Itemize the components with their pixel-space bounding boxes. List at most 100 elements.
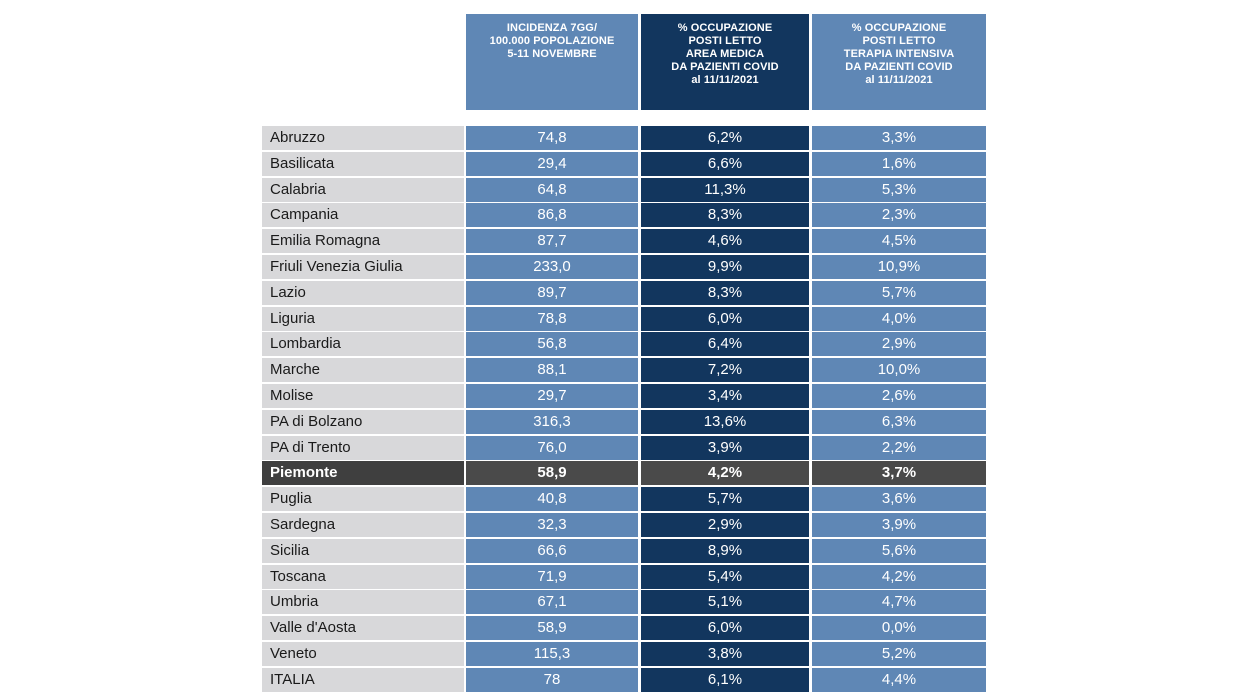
medical-occupancy-cell: 7,2% — [641, 358, 809, 383]
incidence-cell: 86,8 — [466, 203, 638, 228]
table-row: Veneto 115,3 3,8% 5,2% — [262, 641, 988, 668]
table-row: Umbria 67,1 5,1% 4,7% — [262, 590, 988, 616]
region-cell: Sardegna — [262, 512, 464, 537]
region-cell: Calabria — [262, 177, 464, 202]
medical-occupancy-cell: 6,0% — [641, 616, 809, 641]
icu-occupancy-cell: 5,2% — [812, 641, 986, 666]
table-row: Friuli Venezia Giulia 233,0 9,9% 10,9% — [262, 254, 988, 281]
medical-occupancy-cell: 11,3% — [641, 177, 809, 202]
region-cell: Emilia Romagna — [262, 229, 464, 254]
covid-table: INCIDENZA 7GG/ 100.000 POPOLAZIONE 5-11 … — [262, 14, 988, 694]
incidence-cell: 78 — [466, 667, 638, 692]
table-row: PA di Bolzano 316,3 13,6% 6,3% — [262, 409, 988, 436]
medical-occupancy-cell: 3,9% — [641, 435, 809, 460]
region-cell: Toscana — [262, 564, 464, 589]
incidence-cell: 89,7 — [466, 280, 638, 305]
icu-occupancy-cell: 5,3% — [812, 177, 986, 202]
incidence-cell: 29,7 — [466, 383, 638, 408]
table-row: Liguria 78,8 6,0% 4,0% — [262, 306, 988, 333]
icu-occupancy-cell: 2,6% — [812, 383, 986, 408]
table-row: Marche 88,1 7,2% 10,0% — [262, 358, 988, 384]
medical-occupancy-cell: 8,9% — [641, 538, 809, 563]
table-row: Basilicata 29,4 6,6% 1,6% — [262, 151, 988, 178]
region-cell: Puglia — [262, 487, 464, 512]
medical-occupancy-cell: 3,8% — [641, 641, 809, 666]
header-icu-occupancy: % OCCUPAZIONE POSTI LETTO TERAPIA INTENS… — [812, 14, 986, 110]
table-row: Valle d'Aosta 58,9 6,0% 0,0% — [262, 616, 988, 642]
icu-occupancy-cell: 6,3% — [812, 409, 986, 434]
table-body: Abruzzo 74,8 6,2% 3,3% Basilicata 29,4 6,6% 1,6… — [262, 126, 988, 694]
incidence-cell: 58,9 — [466, 616, 638, 641]
icu-occupancy-cell: 2,9% — [812, 332, 986, 357]
table-row: Lombardia 56,8 6,4% 2,9% — [262, 332, 988, 358]
region-cell: Lazio — [262, 280, 464, 305]
table-row: Campania 86,8 8,3% 2,3% — [262, 203, 988, 229]
icu-occupancy-cell: 5,6% — [812, 538, 986, 563]
region-cell: PA di Trento — [262, 435, 464, 460]
incidence-cell: 58,9 — [466, 461, 638, 486]
icu-occupancy-cell: 0,0% — [812, 616, 986, 641]
table-row: Lazio 89,7 8,3% 5,7% — [262, 280, 988, 307]
medical-occupancy-cell: 6,4% — [641, 332, 809, 357]
header-medical-occupancy: % OCCUPAZIONE POSTI LETTO AREA MEDICA DA… — [641, 14, 809, 110]
incidence-cell: 67,1 — [466, 590, 638, 615]
region-cell: Veneto — [262, 641, 464, 666]
medical-occupancy-cell: 6,1% — [641, 667, 809, 692]
region-cell: PA di Bolzano — [262, 409, 464, 434]
incidence-cell: 87,7 — [466, 229, 638, 254]
table-header: INCIDENZA 7GG/ 100.000 POPOLAZIONE 5-11 … — [262, 14, 988, 110]
icu-occupancy-cell: 10,9% — [812, 254, 986, 279]
incidence-cell: 115,3 — [466, 641, 638, 666]
region-cell: Lombardia — [262, 332, 464, 357]
table-row: Abruzzo 74,8 6,2% 3,3% — [262, 126, 988, 152]
table-row: Molise 29,7 3,4% 2,6% — [262, 383, 988, 410]
incidence-cell: 56,8 — [466, 332, 638, 357]
icu-occupancy-cell: 4,5% — [812, 229, 986, 254]
medical-occupancy-cell: 3,4% — [641, 383, 809, 408]
incidence-cell: 74,8 — [466, 126, 638, 150]
region-cell: Basilicata — [262, 151, 464, 176]
icu-occupancy-cell: 4,2% — [812, 564, 986, 589]
region-cell: Friuli Venezia Giulia — [262, 254, 464, 279]
incidence-cell: 66,6 — [466, 538, 638, 563]
region-cell: Abruzzo — [262, 126, 464, 150]
incidence-cell: 71,9 — [466, 564, 638, 589]
medical-occupancy-cell: 13,6% — [641, 409, 809, 434]
icu-occupancy-cell: 3,6% — [812, 487, 986, 512]
table-row: Toscana 71,9 5,4% 4,2% — [262, 564, 988, 591]
incidence-cell: 233,0 — [466, 254, 638, 279]
medical-occupancy-cell: 8,3% — [641, 203, 809, 228]
medical-occupancy-cell: 9,9% — [641, 254, 809, 279]
region-cell: Umbria — [262, 590, 464, 615]
region-cell: Marche — [262, 358, 464, 383]
incidence-cell: 78,8 — [466, 306, 638, 331]
incidence-cell: 29,4 — [466, 151, 638, 176]
incidence-cell: 76,0 — [466, 435, 638, 460]
table-row: ITALIA 78 6,1% 4,4% — [262, 667, 988, 694]
medical-occupancy-cell: 5,7% — [641, 487, 809, 512]
icu-occupancy-cell: 3,7% — [812, 461, 986, 486]
icu-occupancy-cell: 2,3% — [812, 203, 986, 228]
icu-occupancy-cell: 10,0% — [812, 358, 986, 383]
table-row: Sicilia 66,6 8,9% 5,6% — [262, 538, 988, 565]
incidence-cell: 40,8 — [466, 487, 638, 512]
icu-occupancy-cell: 4,4% — [812, 667, 986, 692]
table-row: Piemonte 58,9 4,2% 3,7% — [262, 461, 988, 487]
table-row: Sardegna 32,3 2,9% 3,9% — [262, 512, 988, 539]
region-cell: Molise — [262, 383, 464, 408]
icu-occupancy-cell: 3,3% — [812, 126, 986, 150]
icu-occupancy-cell: 5,7% — [812, 280, 986, 305]
medical-occupancy-cell: 6,0% — [641, 306, 809, 331]
medical-occupancy-cell: 5,4% — [641, 564, 809, 589]
region-cell: Valle d'Aosta — [262, 616, 464, 641]
medical-occupancy-cell: 5,1% — [641, 590, 809, 615]
table-row: Emilia Romagna 87,7 4,6% 4,5% — [262, 229, 988, 255]
icu-occupancy-cell: 1,6% — [812, 151, 986, 176]
table-row: Puglia 40,8 5,7% 3,6% — [262, 487, 988, 513]
incidence-cell: 316,3 — [466, 409, 638, 434]
incidence-cell: 88,1 — [466, 358, 638, 383]
icu-occupancy-cell: 3,9% — [812, 512, 986, 537]
incidence-cell: 32,3 — [466, 512, 638, 537]
icu-occupancy-cell: 2,2% — [812, 435, 986, 460]
icu-occupancy-cell: 4,0% — [812, 306, 986, 331]
